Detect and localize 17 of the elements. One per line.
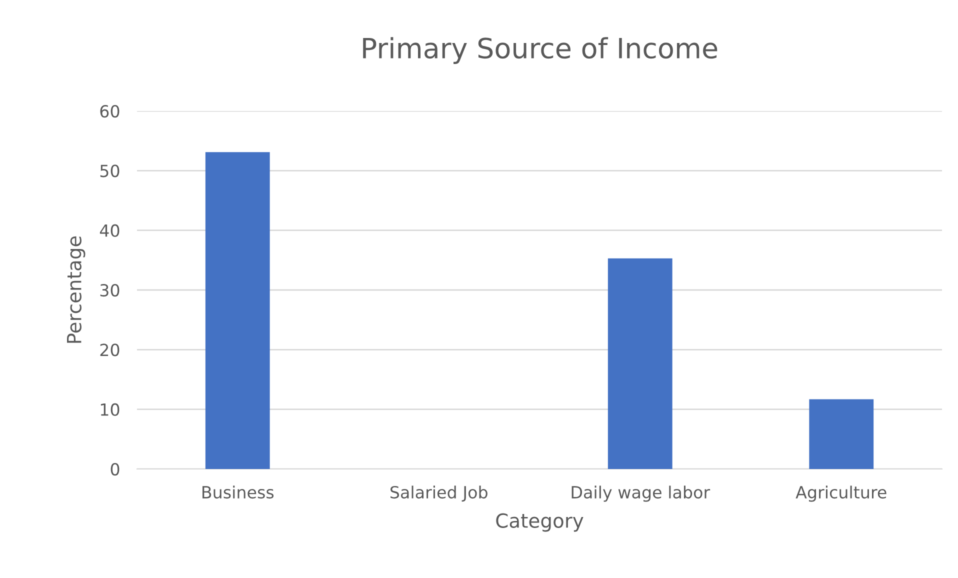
y-tick-label: 30 <box>100 284 120 297</box>
x-tick-label: Business <box>202 486 274 499</box>
x-tick-label: Agriculture <box>796 486 886 502</box>
y-axis-title: Percentage <box>67 236 86 343</box>
x-axis-title: Category <box>496 513 584 532</box>
chart-title: Primary Source of Income <box>363 37 718 64</box>
y-tick-label: 20 <box>100 344 120 356</box>
y-tick-label: 0 <box>110 462 120 476</box>
bar <box>205 152 270 469</box>
y-tick-label: 50 <box>100 164 120 178</box>
x-tick-label: Salaried Job <box>390 486 488 502</box>
y-tick-label: 40 <box>100 224 120 237</box>
x-tick-label: Daily wage labor <box>572 486 710 502</box>
y-tick-label: 60 <box>100 104 120 118</box>
y-tick-label: 10 <box>100 403 120 416</box>
bar <box>809 399 874 469</box>
bar <box>608 258 672 469</box>
